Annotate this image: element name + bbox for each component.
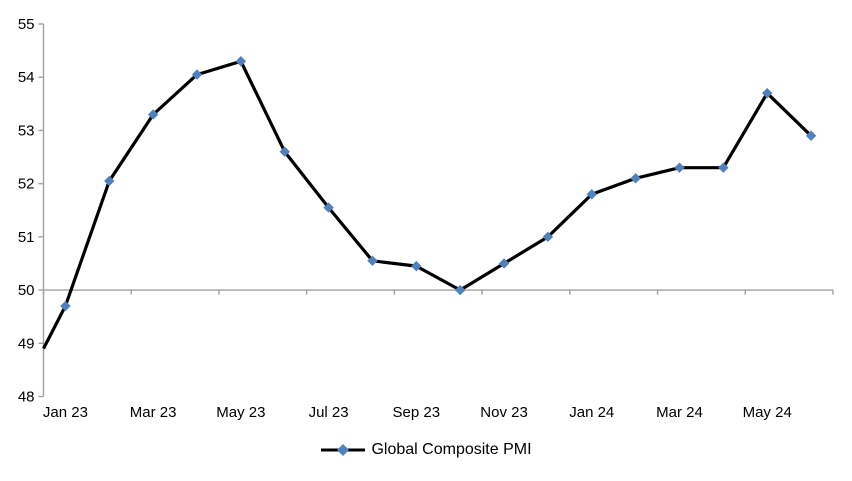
data-point-marker xyxy=(762,87,773,99)
data-point-marker xyxy=(191,69,203,80)
x-axis-tick-label: Mar 24 xyxy=(656,404,703,421)
data-point-marker xyxy=(586,189,597,200)
legend-series-label: Global Composite PMI xyxy=(371,440,532,458)
data-point-marker xyxy=(60,300,71,312)
x-axis-tick-label: Jul 23 xyxy=(309,404,349,421)
x-axis-tick-label: Mar 23 xyxy=(130,404,177,421)
data-point-marker xyxy=(104,175,115,187)
y-axis-tick-label: 49 xyxy=(18,335,35,352)
y-axis-tick-label: 53 xyxy=(18,122,35,139)
data-point-marker xyxy=(235,56,247,67)
y-axis-tick-label: 51 xyxy=(18,229,35,246)
data-point-marker xyxy=(542,231,554,243)
data-point-marker xyxy=(323,202,334,213)
x-axis-tick-label: Sep 23 xyxy=(393,404,441,421)
y-axis-tick-label: 55 xyxy=(18,16,35,33)
data-point-marker xyxy=(718,162,729,173)
data-point-marker xyxy=(498,258,510,269)
data-point-marker xyxy=(147,109,159,120)
data-point-marker xyxy=(279,146,290,157)
x-axis-tick-label: May 23 xyxy=(216,404,265,421)
data-point-marker xyxy=(454,284,466,296)
y-axis-tick-label: 48 xyxy=(18,389,35,406)
data-point-marker xyxy=(805,130,817,141)
legend-line-marker-icon xyxy=(321,444,366,456)
y-axis-tick-label: 50 xyxy=(18,282,35,299)
x-axis-tick-label: May 24 xyxy=(743,404,792,421)
x-axis-tick-label: Nov 23 xyxy=(480,404,528,421)
legend-diamond-marker-icon xyxy=(337,444,350,456)
pmi-series-line xyxy=(42,59,813,350)
data-point-marker xyxy=(367,255,378,267)
x-axis-tick-label: Jan 24 xyxy=(569,404,614,421)
y-axis-tick-label: 52 xyxy=(18,176,35,193)
y-axis-tick-label: 54 xyxy=(18,69,35,86)
chart-legend: Global Composite PMI xyxy=(0,439,852,461)
data-point-marker xyxy=(411,260,422,272)
data-point-marker xyxy=(630,173,641,184)
x-axis-tick-label: Jan 23 xyxy=(43,404,88,421)
data-point-marker xyxy=(674,162,685,173)
